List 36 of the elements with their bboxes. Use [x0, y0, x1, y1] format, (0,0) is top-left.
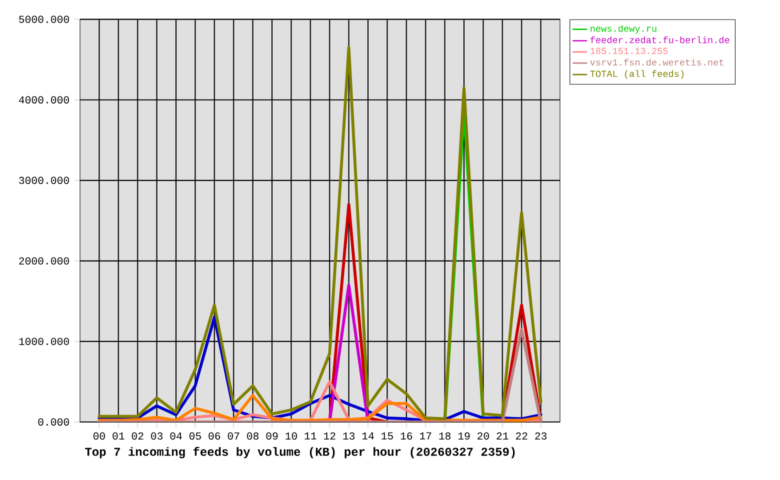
x-tick-label: 10 [286, 432, 297, 440]
legend-label: TOTAL (all feeds) [590, 70, 684, 79]
x-tick-label: 12 [324, 432, 336, 440]
x-tick-label: 01 [112, 432, 124, 440]
y-tick-label: 3000.000 [19, 176, 69, 184]
x-tick-label: 19 [458, 432, 470, 440]
y-tick-label: 5000.000 [19, 16, 69, 23]
legend-label: 185.151.13.255 [590, 48, 668, 54]
x-tick-label: 04 [170, 432, 182, 440]
x-tick-label: 09 [266, 432, 278, 440]
y-tick-label: 1000.000 [19, 338, 69, 346]
x-tick-label: 02 [132, 432, 144, 440]
x-tick-label: 03 [151, 432, 163, 440]
x-tick-label: 08 [247, 432, 258, 440]
y-tick-label: 4000.000 [18, 96, 69, 104]
x-tick-label: 18 [439, 432, 450, 440]
x-tick-label: 13 [343, 432, 355, 440]
legend-label: feeder.zedat.fu-berlin.de [590, 36, 730, 44]
y-tick-label: 0.000 [38, 418, 69, 426]
x-tick-label: 16 [400, 432, 412, 440]
x-tick-label: 05 [189, 432, 201, 440]
x-tick-label: 06 [208, 432, 220, 440]
x-tick-label: 11 [304, 432, 316, 440]
x-tick-label: 14 [362, 432, 374, 440]
x-tick-label: 22 [516, 432, 528, 440]
text: Top 7 incoming feeds by volume (KB) per hour (20260327 2359) [85, 446, 515, 458]
x-tick-label: 15 [382, 432, 393, 440]
x-tick-label: 23 [535, 432, 547, 440]
legend-label: news.dewy.ru [590, 24, 656, 34]
x-tick-label: 00 [93, 432, 105, 440]
x-tick-label: 21 [496, 432, 508, 440]
x-tick-label: 17 [420, 432, 432, 440]
x-tick-label: 07 [228, 432, 240, 440]
y-tick-label: 2000.000 [19, 257, 69, 265]
legend-label: vsrv1.fsn.de.weretis.net [590, 58, 724, 66]
x-tick-label: 20 [478, 432, 489, 440]
